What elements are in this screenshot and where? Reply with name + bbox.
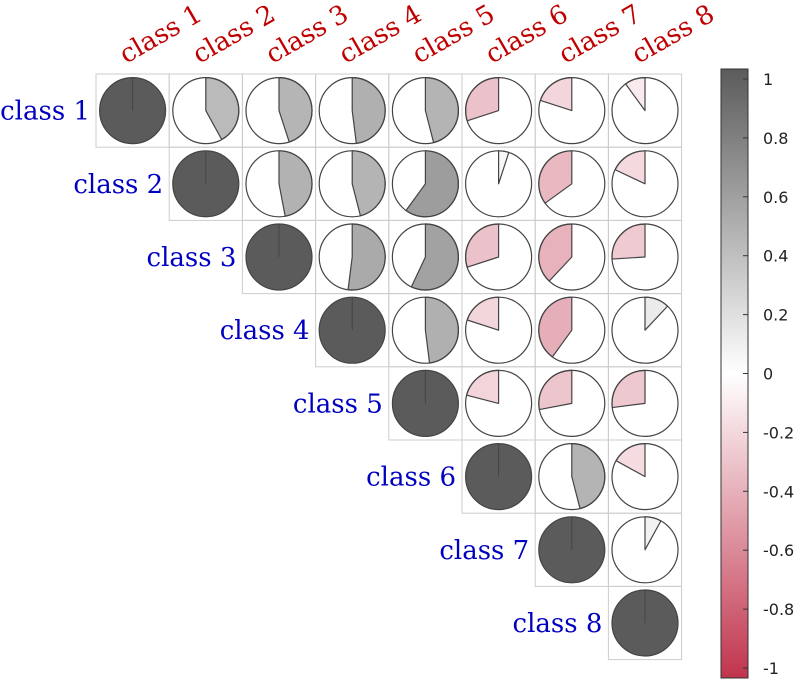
pie-1-7 [539,78,605,144]
pie-3-6 [466,224,532,290]
pie-2-2 [173,151,239,217]
pie-7-8 [612,517,678,583]
pie-2-3 [246,151,312,217]
pie-wedge [612,370,645,407]
pie-wedge [279,151,312,216]
pie-3-3 [246,224,312,290]
pie-3-7 [539,224,605,290]
row-label-3: class 3 [147,243,237,273]
pie-1-2 [173,78,239,144]
pie-7-7 [539,517,605,583]
pie-6-8 [612,444,678,510]
pie-5-7 [539,370,605,436]
row-label-5: class 5 [293,389,383,419]
column-label-7: class 7 [554,0,647,70]
pie-4-6 [466,297,532,363]
pie-1-4 [319,78,385,144]
colorbar-tick-label: -0.6 [763,541,794,560]
pie-4-7 [539,297,605,363]
colorbar-tick-label: -0.2 [763,423,794,442]
pie-5-6 [466,370,532,436]
pie-wedge [348,224,385,290]
pie-2-5 [392,151,458,217]
colorbar-tick-label: 0 [763,365,773,384]
column-label-1: class 1 [115,0,208,70]
column-label-5: class 5 [407,0,500,70]
row-label-8: class 8 [513,609,603,639]
row-label-6: class 6 [366,463,456,493]
column-label-3: class 3 [261,0,354,70]
pie-wedge [539,370,572,409]
pie-6-6 [466,444,532,510]
pie-2-8 [612,151,678,217]
colorbar-tick-label: 0.6 [763,188,788,207]
pie-5-8 [612,370,678,436]
pie-wedge [425,297,458,363]
pie-1-1 [100,78,166,144]
row-label-2: class 2 [73,170,163,200]
pie-3-5 [392,224,458,290]
pie-wedge [352,78,385,144]
pie-4-4 [319,297,385,363]
pie-1-8 [612,78,678,144]
column-label-2: class 2 [188,0,281,70]
pie-1-3 [246,78,312,144]
pie-1-6 [466,78,532,144]
column-label-8: class 8 [627,0,720,70]
colorbar-tick-label: 0.2 [763,306,788,325]
pie-8-8 [612,590,678,656]
pie-4-8 [612,297,678,363]
column-label-4: class 4 [334,0,427,70]
colorbar-tick-label: 0.8 [763,129,788,148]
pie-3-4 [319,224,385,290]
colorbar-tick-label: 0.4 [763,247,788,266]
colorbar-tick-label: -0.4 [763,482,794,501]
colorbar-tick-label: -0.8 [763,600,794,619]
colorbar-tick-label: 1 [763,70,773,89]
pie-3-8 [612,224,678,290]
pie-1-5 [392,78,458,144]
pie-2-4 [319,151,385,217]
row-label-1: class 1 [0,97,90,127]
colorbar-tick-label: -1 [763,659,779,678]
pie-6-7 [539,444,605,510]
pie-wedge [612,224,645,259]
column-label-6: class 6 [481,0,574,70]
colorbar: 1 0.8 0.6 0.4 0.2 0 -0.2 -0.4 -0.6 -0.8 -1 [721,69,794,678]
pie-5-5 [392,370,458,436]
pie-2-7 [539,151,605,217]
pie-2-6 [466,151,532,217]
row-label-4: class 4 [220,316,310,346]
row-label-7: class 7 [439,536,529,566]
pie-4-5 [392,297,458,363]
